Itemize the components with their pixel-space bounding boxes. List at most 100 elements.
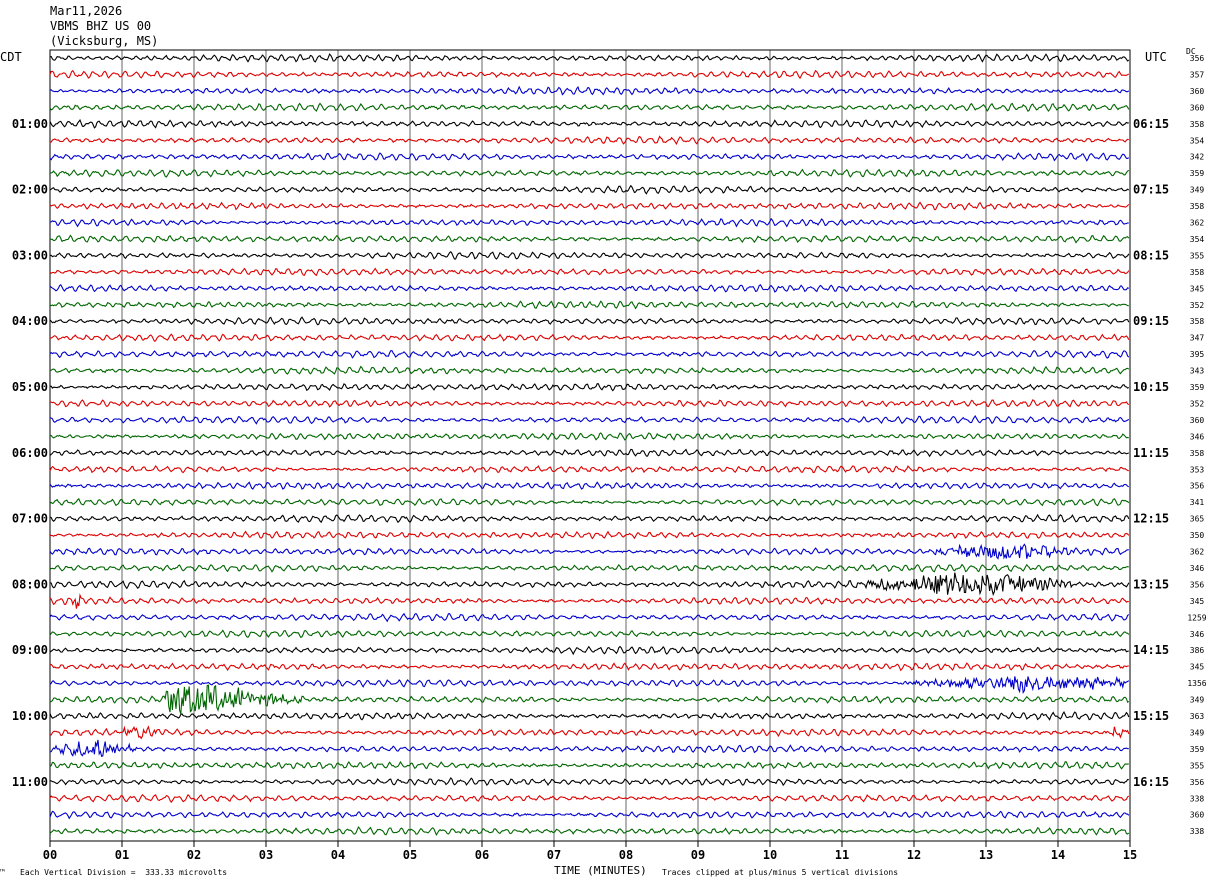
- seismic-trace: [49, 481, 1130, 490]
- seismic-trace: [49, 629, 1130, 638]
- dc-offset-label: 358: [1190, 202, 1205, 211]
- seismic-trace: [49, 217, 1129, 228]
- left-hour-label: 08:00: [12, 577, 48, 591]
- x-tick-label: 04: [331, 848, 345, 862]
- right-hour-label: 07:15: [1133, 183, 1169, 197]
- dc-offset-label: 347: [1190, 334, 1205, 343]
- dc-offset-label: 352: [1190, 399, 1205, 408]
- dc-offset-label: 359: [1190, 169, 1205, 178]
- seismic-trace: [49, 711, 1130, 721]
- right-hour-label: 15:15: [1133, 709, 1169, 723]
- x-tick-label: 10: [763, 848, 777, 862]
- seismic-trace: [49, 543, 1129, 560]
- seismic-trace: [49, 645, 1129, 656]
- seismic-trace: [49, 826, 1130, 836]
- dc-offset-label: 353: [1190, 465, 1205, 474]
- seismic-trace: [49, 448, 1130, 458]
- right-hour-label: 13:15: [1133, 577, 1169, 591]
- dc-offset-label: 360: [1190, 416, 1205, 425]
- x-tick-label: 06: [475, 848, 489, 862]
- dc-offset-label: 357: [1190, 70, 1205, 79]
- seismic-trace: [49, 267, 1130, 277]
- seismic-trace: [49, 725, 1130, 740]
- dc-offset-label: 338: [1190, 794, 1205, 803]
- dc-offset-label: 365: [1190, 515, 1205, 524]
- dc-offset-label: 358: [1190, 268, 1205, 277]
- dc-offset-label: 345: [1190, 663, 1205, 672]
- right-hour-label: 09:15: [1133, 314, 1169, 328]
- dc-offset-label: 356: [1190, 482, 1205, 491]
- seismic-trace: [49, 684, 1130, 715]
- left-hour-label: 04:00: [12, 314, 48, 328]
- seismic-trace: [49, 69, 1130, 80]
- chart-labels: 00 01 02 03 04 05 06 07 08 09 10 11 12 13 14 15 356 357 36…: [12, 54, 1207, 862]
- left-hour-label: 06:00: [12, 446, 48, 460]
- dc-offset-label: 354: [1190, 136, 1205, 145]
- x-tick-label: 07: [547, 848, 561, 862]
- clip-note: Traces clipped at plus/minus 5 vertical …: [662, 868, 899, 877]
- dc-offset-label: 349: [1190, 186, 1205, 195]
- x-tick-label: 05: [403, 848, 417, 862]
- right-hour-label: 10:15: [1133, 380, 1169, 394]
- dc-offset-label: 345: [1190, 597, 1205, 606]
- right-hour-label: 12:15: [1133, 512, 1169, 526]
- right-timezone-label: UTC: [1145, 50, 1167, 64]
- dc-offset-label: 358: [1190, 120, 1205, 129]
- dc-column-label: DC: [1186, 47, 1196, 56]
- seismic-trace: [49, 119, 1129, 129]
- seismic-trace: [49, 776, 1129, 787]
- dc-offset-label: 356: [1190, 54, 1205, 63]
- seismic-trace: [49, 662, 1129, 672]
- dc-offset-label: 346: [1190, 630, 1205, 639]
- left-timezone-label: CDT: [0, 50, 22, 64]
- seismic-trace: [49, 184, 1130, 195]
- seismic-trace: [49, 284, 1130, 293]
- left-hour-label: 10:00: [12, 709, 48, 723]
- seismic-trace: [49, 383, 1130, 392]
- x-tick-label: 15: [1123, 848, 1137, 862]
- station-location: (Vicksburg, MS): [50, 34, 159, 48]
- seismic-trace: [49, 300, 1129, 310]
- dc-offset-label: 346: [1190, 564, 1205, 573]
- left-hour-label: 07:00: [12, 512, 48, 526]
- x-tick-label: 09: [691, 848, 705, 862]
- dc-offset-label: 1259: [1187, 613, 1206, 622]
- left-hour-label: 02:00: [12, 183, 48, 197]
- seismic-trace: [49, 85, 1130, 96]
- x-tick-label: 03: [259, 848, 273, 862]
- dc-offset-label: 356: [1190, 580, 1205, 589]
- seismic-trace: [49, 365, 1130, 375]
- seismic-traces: [49, 53, 1130, 836]
- right-hour-label: 06:15: [1133, 117, 1169, 131]
- dc-offset-label: 360: [1190, 103, 1205, 112]
- seismic-trace: [49, 168, 1130, 178]
- left-hour-label: 05:00: [12, 380, 48, 394]
- right-hour-label: 16:15: [1133, 775, 1169, 789]
- dc-offset-label: 352: [1190, 301, 1205, 310]
- x-tick-label: 02: [187, 848, 201, 862]
- dc-offset-label: 358: [1190, 317, 1205, 326]
- record-date: Mar11,2026: [50, 4, 123, 18]
- x-tick-label: 13: [979, 848, 993, 862]
- seismic-trace: [49, 152, 1130, 162]
- seismic-trace: [49, 414, 1130, 425]
- seismic-trace: [49, 739, 1129, 758]
- dc-offset-label: 350: [1190, 531, 1205, 540]
- x-tick-label: 01: [115, 848, 129, 862]
- seismic-trace: [49, 251, 1130, 260]
- seismic-trace: [49, 398, 1130, 408]
- seismic-trace: [49, 465, 1130, 474]
- dc-offset-label: 355: [1190, 761, 1205, 770]
- dc-offset-label: 358: [1190, 449, 1205, 458]
- seismic-trace: [49, 810, 1130, 820]
- seismic-trace: [49, 53, 1130, 63]
- dc-offset-label: 338: [1190, 827, 1205, 836]
- x-axis-title: TIME (MINUTES): [554, 864, 647, 877]
- seismic-trace: [49, 760, 1129, 770]
- x-tick-label: 08: [619, 848, 633, 862]
- x-tick-label: 14: [1051, 848, 1065, 862]
- left-hour-label: 09:00: [12, 643, 48, 657]
- right-hour-label: 11:15: [1133, 446, 1169, 460]
- corner-mark: ™: [0, 868, 5, 877]
